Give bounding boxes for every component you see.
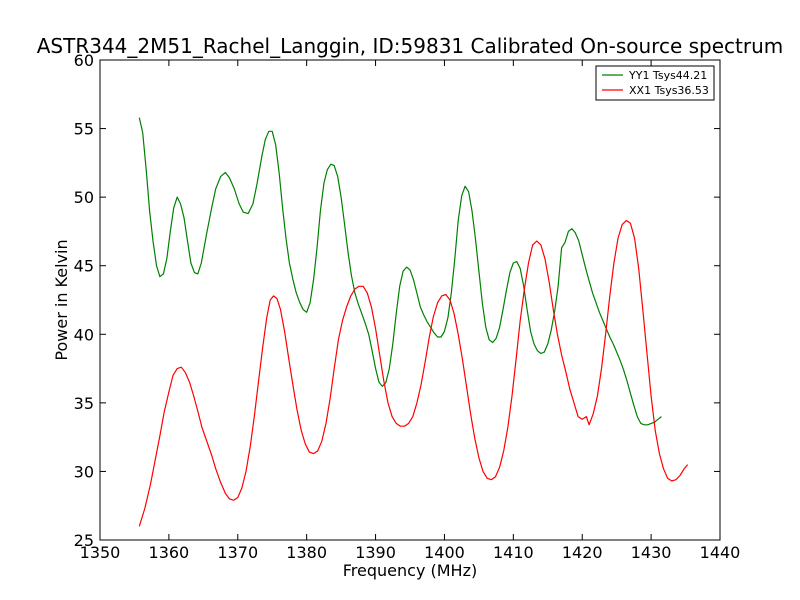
x-tick-label: 1350 — [80, 543, 121, 562]
y-tick-label: 55 — [74, 120, 94, 139]
series-line-xx1 — [138, 219, 689, 527]
x-tick-label: 1370 — [217, 543, 258, 562]
series-layer — [138, 117, 689, 527]
x-tick-label: 1400 — [424, 543, 465, 562]
chart-title: ASTR344_2M51_Rachel_Langgin, ID:59831 Ca… — [37, 34, 784, 58]
series-line-yy1 — [138, 117, 662, 426]
y-tick-label: 45 — [74, 257, 94, 276]
y-tick-label: 60 — [74, 51, 94, 70]
legend: YY1 Tsys44.21 XX1 Tsys36.53 — [595, 65, 715, 101]
x-tick-label: 1440 — [700, 543, 741, 562]
y-tick-label: 25 — [74, 531, 94, 550]
y-tick-label: 50 — [74, 188, 94, 207]
legend-label: XX1 Tsys36.53 — [629, 84, 709, 97]
legend-box — [595, 65, 715, 101]
x-axis-label: Frequency (MHz) — [343, 561, 477, 580]
legend-label: YY1 Tsys44.21 — [628, 69, 707, 82]
plot-area-frame — [99, 59, 721, 541]
y-tick-label: 40 — [74, 325, 94, 344]
x-axis-ticks: 1350 1360 1370 1380 1390 1400 1410 1420 1430 1440 — [80, 60, 741, 562]
x-tick-label: 1380 — [286, 543, 327, 562]
x-tick-label: 1420 — [562, 543, 603, 562]
x-tick-label: 1410 — [493, 543, 534, 562]
y-tick-label: 35 — [74, 394, 94, 413]
y-axis-ticks: 25 30 35 40 45 50 55 60 — [74, 51, 720, 550]
y-axis-label: Power in Kelvin — [52, 239, 71, 360]
x-tick-label: 1360 — [149, 543, 190, 562]
x-tick-label: 1390 — [355, 543, 396, 562]
x-tick-label: 1430 — [631, 543, 672, 562]
y-tick-label: 30 — [74, 462, 94, 481]
